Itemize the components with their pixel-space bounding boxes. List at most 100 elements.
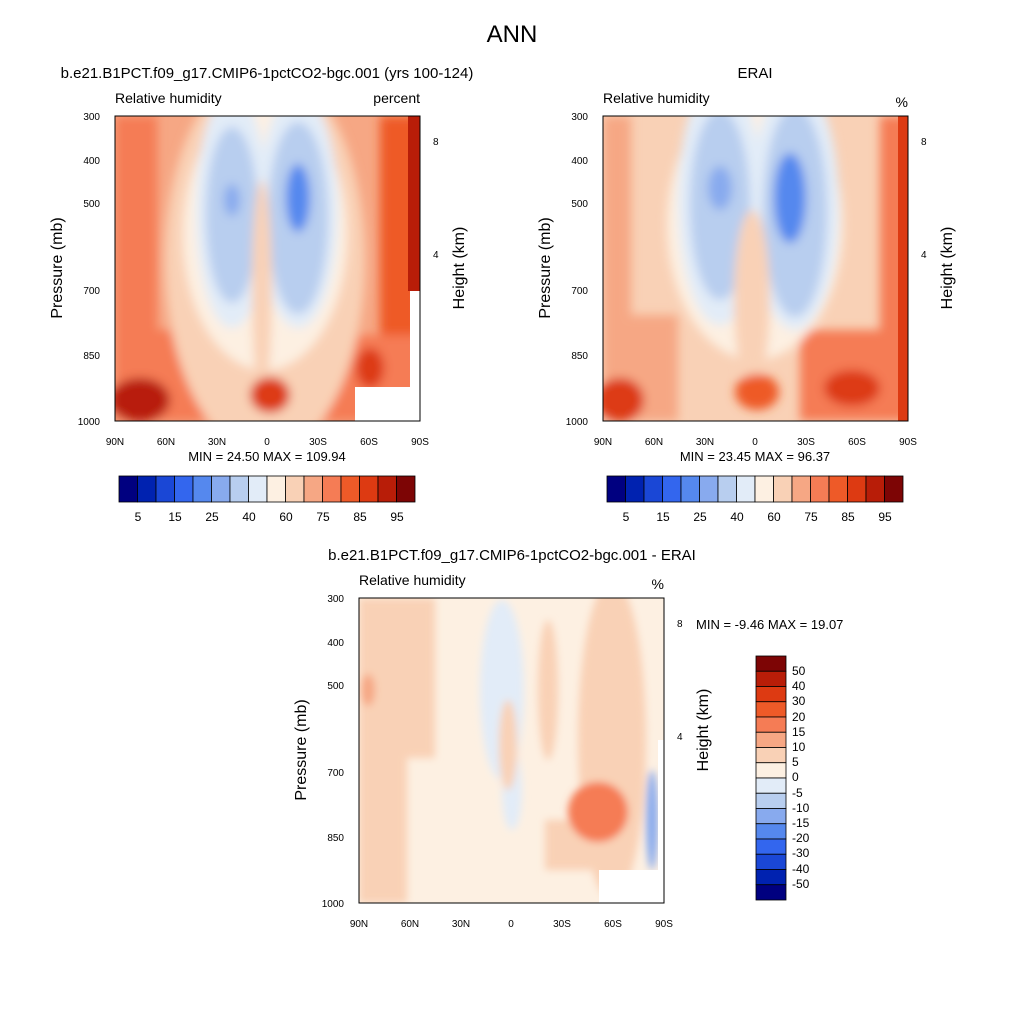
colorbar-label: -50	[792, 877, 810, 891]
colorbar-swatch	[791, 475, 811, 503]
colorbar-label: 20	[792, 710, 806, 724]
colorbar-swatch	[736, 475, 756, 503]
x-axis-ticks: 90N 60N 30N 0 30S 60S 90S	[106, 437, 429, 448]
colorbar-label: 25	[205, 510, 219, 524]
colorbar-swatch	[248, 475, 268, 503]
colorbar-label: 15	[168, 510, 182, 524]
x-tick-label: 90S	[411, 437, 429, 448]
moist-sh-low	[356, 348, 384, 388]
y-tick-label: 500	[327, 681, 344, 692]
y-tick-label: 400	[327, 638, 344, 649]
colorbar-label: 60	[279, 510, 293, 524]
colorbar-label: 0	[792, 770, 799, 784]
x-tick-label: 60N	[645, 437, 663, 448]
colorbar-swatch	[755, 838, 787, 855]
y-tick-label: 850	[327, 833, 344, 844]
colorbar-swatch	[340, 475, 360, 503]
colorbar-label: 15	[656, 510, 670, 524]
x-tick-label: 90N	[350, 919, 368, 930]
colorbar-swatch	[303, 475, 323, 503]
colorbar-labels: 5 15 25 40 60 75 85 95	[623, 510, 892, 524]
contour-field	[359, 598, 664, 903]
y-tick-label: 400	[571, 156, 588, 167]
colorbar-swatch	[717, 475, 737, 503]
min-max-stats: MIN = 24.50 MAX = 109.94	[188, 449, 346, 464]
x-tick-label: 90N	[594, 437, 612, 448]
x-tick-label: 60S	[604, 919, 622, 930]
y-axis-label: Pressure (mb)	[537, 217, 554, 318]
y-axis-label: Pressure (mb)	[293, 699, 310, 800]
missing-data	[599, 870, 664, 903]
colorbar-swatch	[625, 475, 645, 503]
colorbar-swatch	[755, 777, 787, 794]
x-tick-label: 30S	[553, 919, 571, 930]
colorbar-swatch	[755, 731, 787, 748]
plot-frame	[114, 115, 421, 422]
neg-sh-edge	[646, 770, 658, 870]
colorbar-swatch	[377, 475, 397, 503]
colorbar-label: 95	[390, 510, 404, 524]
panel-title: ERAI	[737, 65, 772, 82]
colorbar-swatch	[155, 475, 175, 503]
moist-nh-low	[603, 378, 644, 421]
colorbar-swatch	[755, 853, 787, 870]
panel-title: b.e21.B1PCT.f09_g17.CMIP6-1pctCO2-bgc.00…	[328, 547, 696, 564]
y-tick-label: 300	[327, 594, 344, 605]
colorbar-swatch	[699, 475, 719, 503]
y2-tick-label: 4	[921, 250, 927, 261]
y2-tick-label: 4	[677, 732, 683, 743]
pos-sh-core	[568, 782, 628, 842]
moist-sh-low	[824, 370, 880, 406]
missing-data-edge	[658, 740, 664, 903]
colorbar-label: 5	[135, 510, 142, 524]
x-tick-label: 0	[752, 437, 758, 448]
colorbar-swatches	[606, 475, 904, 503]
colorbar-label: -15	[792, 816, 810, 830]
colorbar-label: -40	[792, 862, 810, 876]
y2-axis-label: Height (km)	[939, 227, 956, 310]
colorbar-label: 40	[792, 679, 806, 693]
colorbar-label: 75	[316, 510, 330, 524]
colorbar-swatch	[137, 475, 157, 503]
colorbar-swatch	[755, 670, 787, 687]
min-max-stats: MIN = 23.45 MAX = 96.37	[680, 449, 830, 464]
panel-model: b.e21.B1PCT.f09_g17.CMIP6-1pctCO2-bgc.00…	[49, 65, 473, 524]
y-tick-label: 700	[571, 286, 588, 297]
y-tick-label: 1000	[566, 417, 589, 428]
pos-nh-edge	[359, 598, 407, 903]
colorbar-swatch	[211, 475, 231, 503]
colorbar-swatch	[359, 475, 379, 503]
colorbar-swatch	[755, 808, 787, 825]
units-label: %	[896, 94, 908, 110]
dark-strip	[408, 116, 420, 291]
variable-label: Relative humidity	[603, 90, 710, 106]
pos-30s	[538, 620, 558, 760]
x-tick-label: 30N	[452, 919, 470, 930]
y2-tick-label: 8	[921, 137, 927, 148]
y2-axis-ticks: 8 4	[433, 137, 439, 261]
colorbar-swatch	[884, 475, 904, 503]
page-title: ANN	[487, 21, 538, 48]
colorbar-swatch	[174, 475, 194, 503]
colorbar-label: -20	[792, 831, 810, 845]
colorbar-swatch	[643, 475, 663, 503]
itcz-moist	[734, 210, 770, 390]
colorbar-swatch	[396, 475, 416, 503]
moist-eq-low	[735, 374, 779, 410]
colorbar-swatch	[828, 475, 848, 503]
x-tick-label: 60N	[401, 919, 419, 930]
colorbar-label: 40	[730, 510, 744, 524]
colorbar-swatch	[285, 475, 305, 503]
x-tick-label: 30N	[696, 437, 714, 448]
pos-eq-spot	[499, 700, 517, 790]
y-tick-label: 1000	[322, 899, 345, 910]
moist-nh-low	[115, 378, 170, 421]
plot-frame	[602, 115, 909, 422]
colorbar-swatch	[192, 475, 212, 503]
x-tick-label: 60S	[360, 437, 378, 448]
contour-smooth	[359, 598, 658, 903]
colorbar-label: -30	[792, 846, 810, 860]
colorbar-swatch	[755, 701, 787, 718]
colorbar-swatch	[865, 475, 885, 503]
units-label: percent	[373, 90, 420, 106]
